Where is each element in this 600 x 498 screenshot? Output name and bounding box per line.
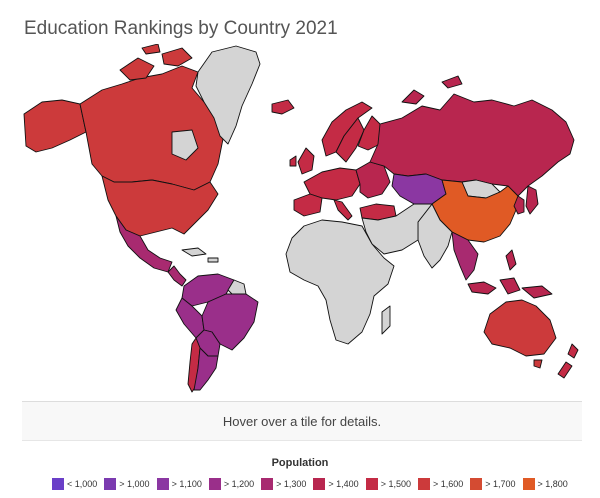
legend-item[interactable]: > 1,400 xyxy=(313,478,359,490)
legend-swatch xyxy=(104,478,117,490)
country-spain-portugal[interactable] xyxy=(293,193,323,217)
legend-label: > 1,200 xyxy=(223,479,255,489)
country-eastern-europe[interactable] xyxy=(355,161,391,199)
legend-label: > 1,500 xyxy=(380,479,411,489)
legend-item[interactable]: > 1,200 xyxy=(208,478,255,490)
legend-item[interactable]: > 1,300 xyxy=(261,478,306,490)
legend-item[interactable]: < 1,000 xyxy=(52,478,97,490)
country-madagascar[interactable] xyxy=(381,305,391,335)
country-brazil[interactable] xyxy=(201,293,259,351)
legend-label: > 1,800 xyxy=(537,479,568,489)
country-australia[interactable] xyxy=(483,299,557,357)
legend-label: < 1,000 xyxy=(67,479,98,489)
country-alaska[interactable] xyxy=(23,99,87,153)
country-tasmania[interactable] xyxy=(533,359,543,369)
caribbean-islands xyxy=(181,247,219,263)
legend-swatch xyxy=(313,478,326,490)
legend-label: > 1,700 xyxy=(485,479,516,489)
legend-item[interactable]: > 1,100 xyxy=(156,478,202,490)
legend-item[interactable]: > 1,500 xyxy=(365,478,411,490)
country-united-kingdom[interactable] xyxy=(289,147,315,175)
country-greenland[interactable] xyxy=(195,45,261,145)
country-canada-arctic-islands[interactable] xyxy=(119,44,193,81)
map-title: Education Rankings by Country 2021 xyxy=(24,18,338,39)
legend-item[interactable]: > 1,800 xyxy=(522,478,568,490)
legend-item[interactable]: > 1,000 xyxy=(104,478,150,490)
country-norway[interactable] xyxy=(321,101,373,157)
country-italy[interactable] xyxy=(333,199,353,221)
country-indonesia[interactable] xyxy=(467,277,553,299)
legend: < 1,000 > 1,000 > 1,100 > 1,200 > 1,300 > 1,4… xyxy=(52,476,568,492)
legend-swatch xyxy=(365,478,378,490)
legend-swatch xyxy=(470,478,483,490)
legend-swatch xyxy=(417,478,430,490)
legend-swatch xyxy=(261,478,274,490)
country-southeast-asia[interactable] xyxy=(451,231,479,281)
legend-title: Population xyxy=(271,457,329,469)
legend-swatch xyxy=(208,478,221,490)
country-korea[interactable] xyxy=(513,195,525,215)
legend-label: > 1,000 xyxy=(119,479,150,489)
legend-label: > 1,600 xyxy=(432,479,464,489)
hudson-bay xyxy=(171,129,199,161)
country-central-america[interactable] xyxy=(167,265,187,287)
legend-label: > 1,300 xyxy=(276,479,307,489)
country-mexico[interactable] xyxy=(115,215,173,273)
country-iceland[interactable] xyxy=(271,99,295,115)
hover-details-text: Hover over a tile for details. xyxy=(222,413,382,429)
legend-swatch xyxy=(522,478,535,490)
country-philippines[interactable] xyxy=(505,249,517,271)
legend-label: > 1,400 xyxy=(328,479,359,489)
continent-africa[interactable] xyxy=(285,219,395,345)
legend-swatch xyxy=(156,478,169,490)
legend-label: > 1,100 xyxy=(171,479,202,489)
legend-swatch xyxy=(52,478,64,490)
country-argentina[interactable] xyxy=(193,347,219,391)
legend-item[interactable]: > 1,700 xyxy=(470,478,516,490)
hover-details-panel: Hover over a tile for details. xyxy=(22,401,582,441)
country-russia-arctic-islands[interactable] xyxy=(401,75,463,105)
legend-item[interactable]: > 1,600 xyxy=(417,478,464,490)
country-new-zealand[interactable] xyxy=(557,343,579,379)
country-japan[interactable] xyxy=(525,185,539,215)
world-choropleth-map xyxy=(23,44,579,393)
